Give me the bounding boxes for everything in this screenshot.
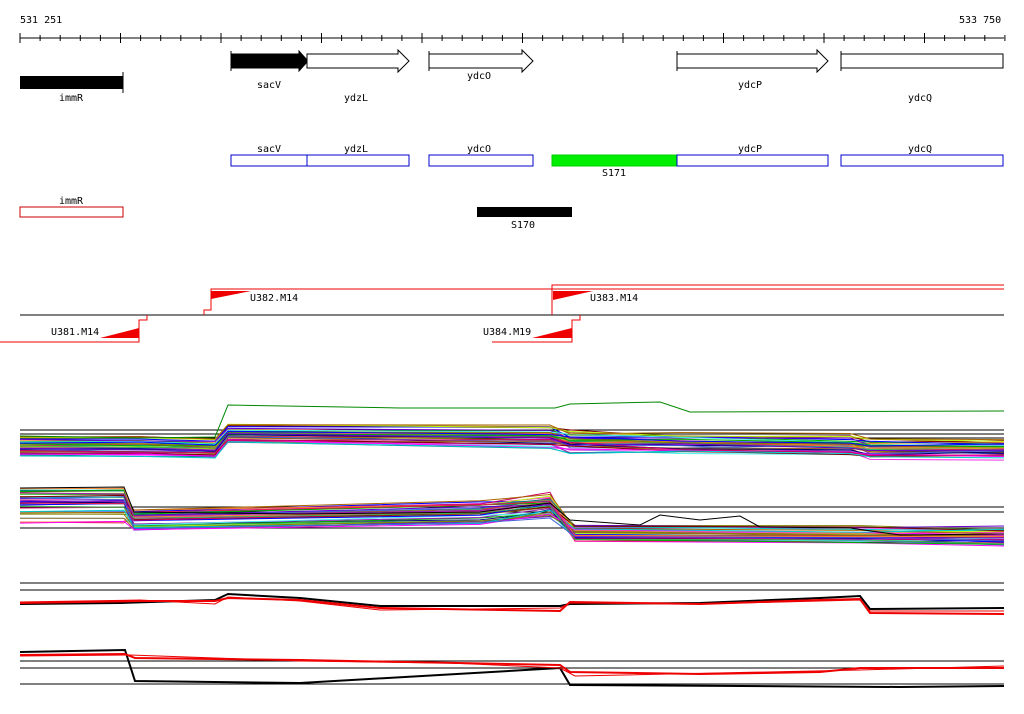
transcript-U382-line[interactable] [203, 288, 552, 315]
expression-line [19, 433, 1005, 452]
annot-box-immR[interactable] [19, 206, 124, 218]
coord-end: 533 750 [959, 15, 1001, 26]
annot-label: immR [59, 196, 84, 207]
gene-immR[interactable] [20, 76, 123, 89]
expression-line [19, 433, 1005, 448]
expression-line [19, 513, 1005, 537]
ruler-ticks [19, 33, 1006, 43]
annot-box-ydzL[interactable] [306, 154, 410, 167]
gene-ydcO[interactable] [428, 48, 534, 74]
expression-line [19, 596, 1004, 612]
annot-box-ydcP[interactable] [676, 154, 829, 167]
expression-line [19, 509, 1005, 533]
ruler [19, 33, 1006, 43]
segment-S170[interactable] [477, 207, 572, 217]
transcript-U381-line[interactable] [0, 315, 148, 343]
expression-line [19, 430, 1005, 447]
expression-line [19, 511, 1005, 537]
annot-label: ydcP [738, 144, 762, 155]
gene-label: sacV [257, 80, 281, 91]
annot-label: ydcO [467, 144, 491, 155]
transcript-start-marker [211, 291, 251, 299]
expression-line [19, 426, 1005, 446]
annot-label: ydzL [344, 144, 368, 155]
segment-S171[interactable] [551, 154, 678, 167]
gene-ydcQ[interactable] [840, 53, 1004, 69]
transcript-end-marker [532, 328, 572, 338]
expression-line [19, 401, 1005, 439]
gene-label: ydcO [467, 71, 491, 82]
gene-label: immR [59, 93, 84, 104]
expression-line [19, 654, 1005, 677]
expression-line [19, 441, 1005, 459]
transcript-label: U383.M14 [590, 293, 638, 304]
expression-line [19, 438, 1005, 457]
expression-traces-middle [19, 486, 1005, 547]
annot-box-ydcQ[interactable] [840, 154, 1004, 167]
expression-line [19, 497, 1005, 542]
transcript-label: U384.M19 [483, 327, 531, 338]
expression-line [19, 486, 1005, 536]
annotation-track: sacV ydzL ydcO ydcP ydcQ S171 immR S170 [19, 144, 1004, 231]
expression-traces-lower [19, 582, 1005, 615]
transcript-end-marker [100, 328, 139, 338]
expression-traces-upper [19, 401, 1005, 461]
expression-line [19, 596, 1005, 615]
annot-label: sacV [257, 144, 281, 155]
expression-line [19, 494, 1005, 532]
expression-traces-bottom [19, 648, 1005, 689]
transcript-label: U381.M14 [51, 327, 99, 338]
coord-start: 531 251 [20, 15, 62, 26]
annot-label: ydcQ [908, 144, 932, 155]
segment-label: S171 [602, 168, 626, 179]
expression-line [19, 439, 1005, 457]
annot-box-sacV[interactable] [230, 154, 308, 167]
gene-track: immR sacV ydzL ydcO ydcP ydcQ [20, 48, 1004, 104]
gene-label: ydcQ [908, 93, 932, 104]
gene-label: ydcP [738, 80, 762, 91]
transcript-U383-line[interactable] [551, 284, 1004, 315]
transcript-label: U382.M14 [250, 293, 298, 304]
expression-line [19, 505, 1005, 545]
gene-ydcP[interactable] [676, 48, 829, 74]
gene-sacV[interactable] [230, 49, 309, 73]
segment-label: S170 [511, 220, 535, 231]
transcript-start-marker [553, 291, 593, 300]
transcript-U384-line[interactable] [492, 315, 581, 343]
gene-ydzL[interactable] [306, 48, 410, 74]
expression-line [19, 427, 1005, 446]
transcript-track: U382.M14 U383.M14 U381.M14 U384.M19 [0, 284, 1004, 343]
annot-box-ydcO[interactable] [428, 154, 534, 167]
gene-label: ydzL [344, 93, 368, 104]
